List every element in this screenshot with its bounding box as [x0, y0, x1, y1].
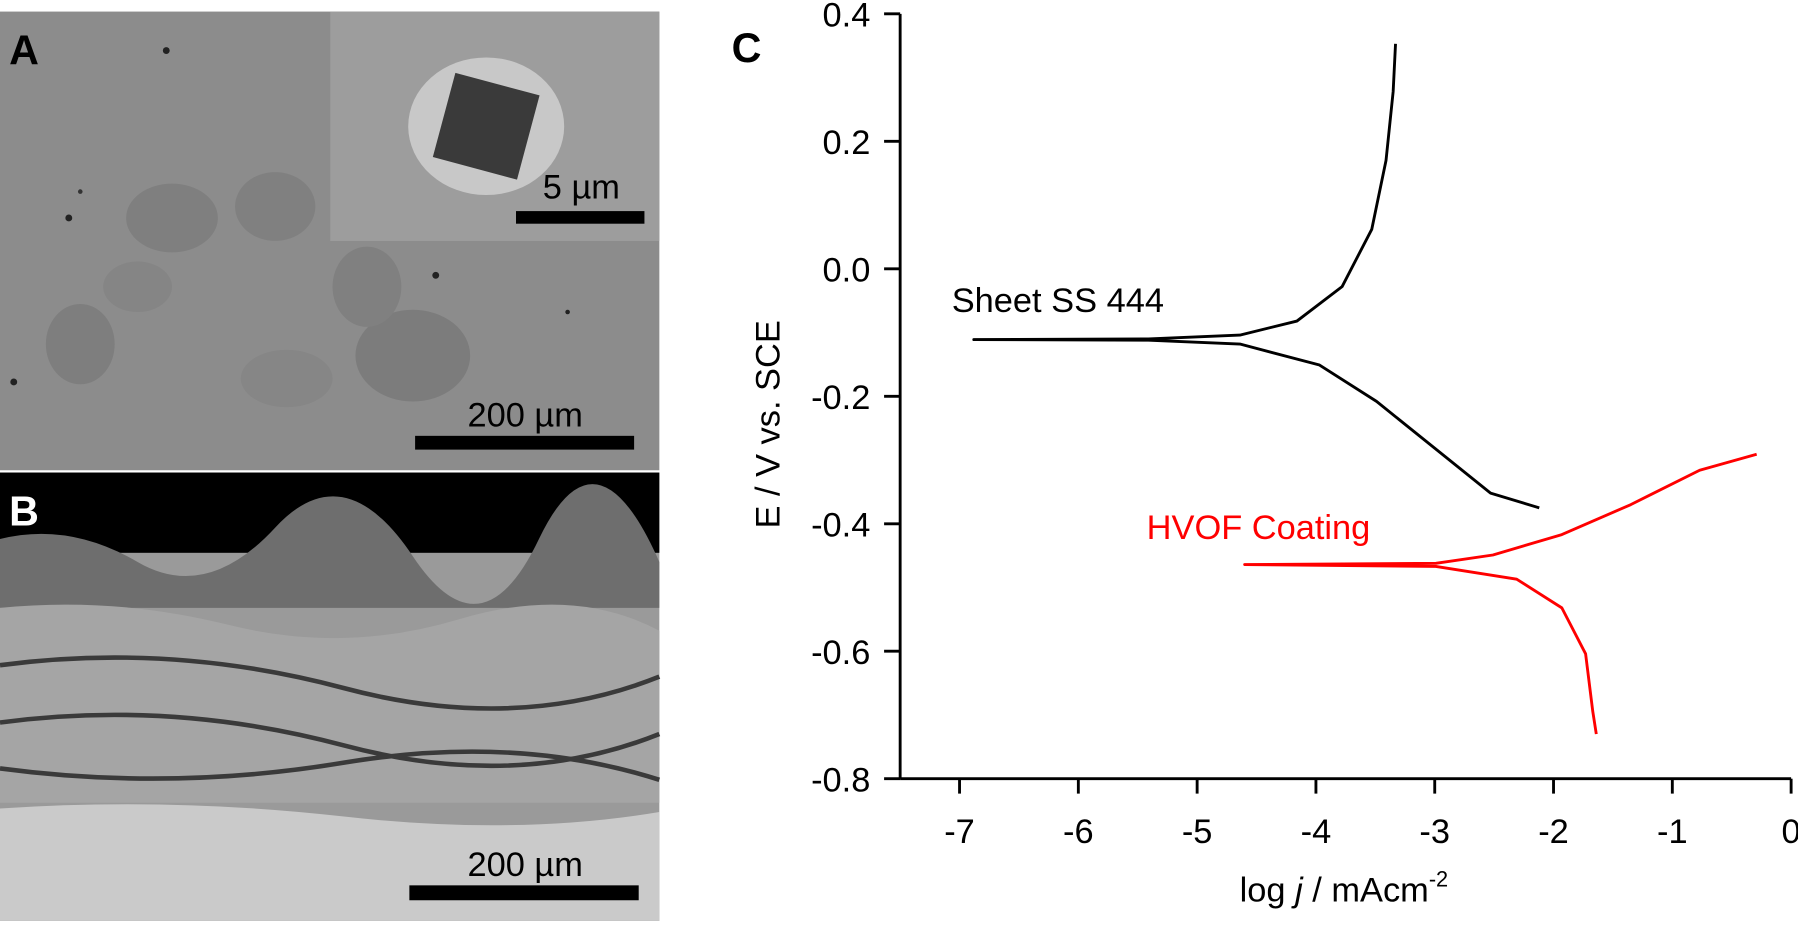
micrograph-a: 5 µm 200 µm A — [0, 11, 660, 471]
y-tick-label: -0.8 — [811, 761, 870, 799]
series-label: Sheet SS 444 — [952, 282, 1164, 320]
x-tick-label: -3 — [1419, 813, 1450, 851]
y-tick-label: 0.0 — [823, 251, 871, 289]
micrograph-b: 200 µm B — [0, 472, 661, 921]
y-tick-label: -0.4 — [811, 506, 870, 544]
x-tick-label: -2 — [1538, 813, 1569, 851]
x-label-part: j — [1291, 871, 1304, 909]
x-label-part: -2 — [1429, 866, 1448, 891]
series-label: HVOF Coating — [1147, 509, 1371, 547]
x-label-part: / mAcm — [1303, 871, 1429, 909]
x-label-part: log — [1240, 871, 1295, 909]
panel-label: B — [9, 488, 39, 534]
panel-label: C — [732, 25, 762, 71]
inset-scale-label: 5 µm — [543, 168, 620, 206]
y-tick-label: 0.4 — [823, 0, 871, 34]
x-tick-label: -4 — [1301, 813, 1332, 851]
scale-label: 200 µm — [467, 397, 582, 435]
x-axis-label: log j / mAcm-2 — [1240, 866, 1449, 909]
y-tick-label: -0.2 — [811, 379, 870, 417]
scale-label: 200 µm — [467, 846, 582, 884]
panel-label: A — [9, 27, 39, 73]
y-axis-label: E / V vs. SCE — [750, 320, 788, 528]
x-tick-label: 0 — [1782, 813, 1798, 851]
y-tick-label: -0.6 — [811, 634, 870, 672]
data-line — [1243, 452, 1758, 735]
x-tick-label: -1 — [1657, 813, 1688, 851]
x-tick-label: -6 — [1063, 813, 1094, 851]
data-line — [972, 43, 1540, 510]
y-tick-label: 0.2 — [823, 124, 871, 162]
x-tick-label: -5 — [1182, 813, 1213, 851]
x-tick-label: -7 — [944, 813, 975, 851]
